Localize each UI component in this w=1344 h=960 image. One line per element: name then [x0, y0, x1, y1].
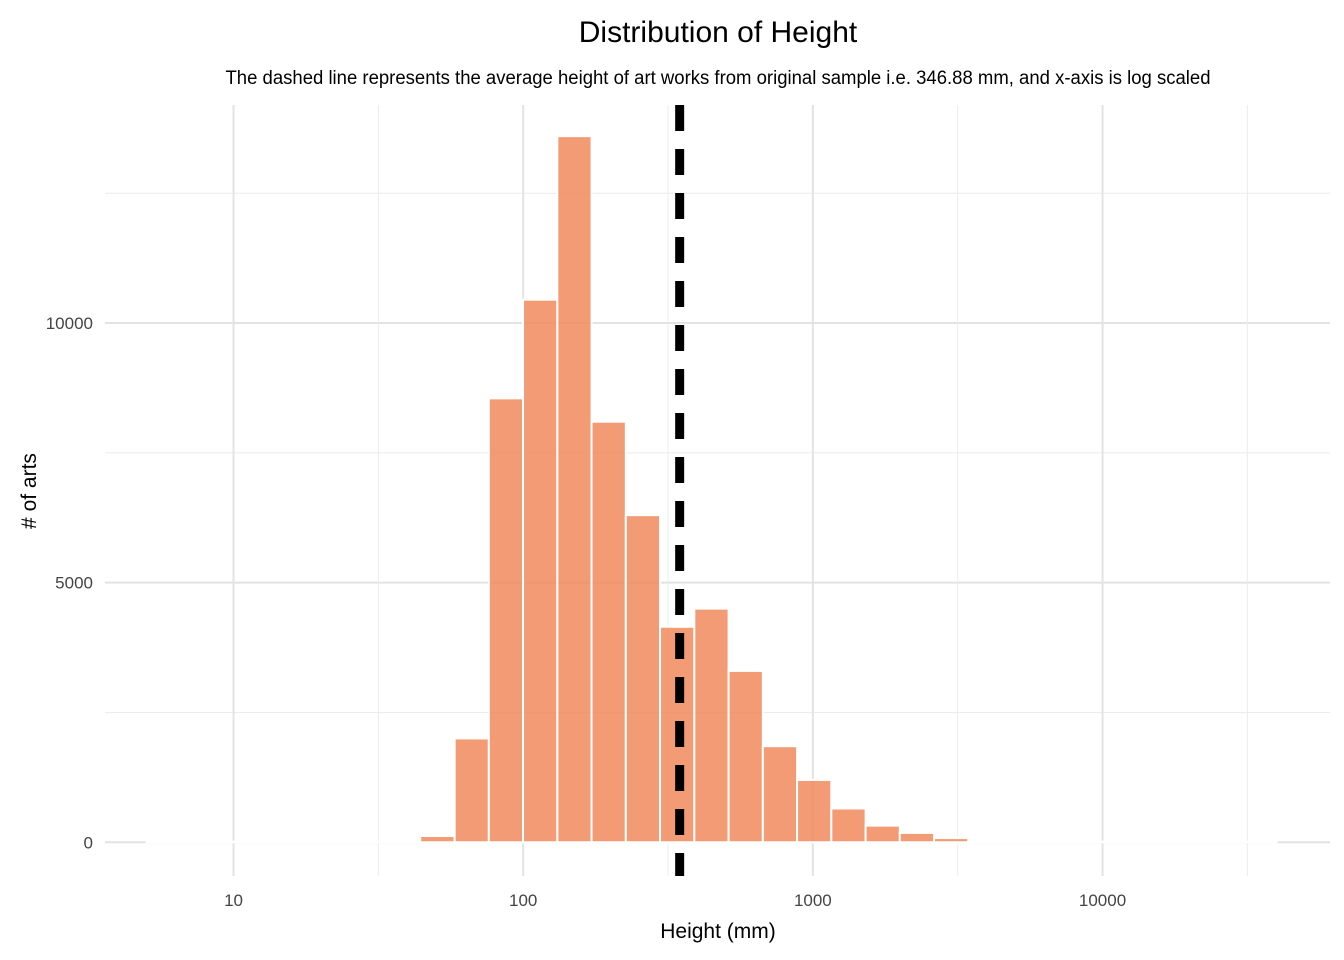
y-tick-label: 0: [84, 833, 93, 852]
histogram-bar: [213, 840, 250, 844]
histogram-bar: [1207, 840, 1244, 844]
histogram-bar: [350, 840, 387, 844]
histogram-bar: [282, 840, 319, 844]
x-tick-label: 10000: [1079, 891, 1126, 910]
x-axis-title: Height (mm): [660, 920, 776, 943]
histogram-bar: [590, 420, 627, 844]
histogram-bar: [967, 839, 1004, 844]
x-tick-labels: 10 100 1000 10000: [224, 891, 1126, 910]
histogram-bar: [556, 135, 593, 844]
chart-subtitle: The dashed line represents the average h…: [226, 68, 1211, 89]
grid-lines: [105, 105, 1330, 876]
histogram-bars: [145, 135, 1278, 844]
histogram-bar: [1070, 840, 1107, 844]
histogram-bar: [1104, 840, 1141, 844]
y-tick-labels: 0 5000 10000: [46, 314, 93, 852]
histogram-bar: [693, 607, 730, 844]
histogram-bar: [864, 824, 901, 844]
histogram-bar: [419, 835, 456, 844]
x-tick-label: 10: [224, 891, 243, 910]
histogram-bar: [1172, 840, 1210, 844]
histogram-bar: [1138, 840, 1175, 844]
histogram-bar: [487, 397, 525, 844]
histogram-bar: [1035, 840, 1073, 844]
chart-title: Distribution of Height: [579, 16, 858, 49]
histogram-bar: [384, 840, 422, 844]
histogram-bar: [1001, 840, 1038, 844]
histogram-bar: [761, 745, 799, 844]
histogram-bar: [247, 840, 285, 844]
histogram-bar: [898, 831, 936, 844]
histogram-bar: [179, 840, 216, 844]
histogram-bar: [796, 778, 833, 844]
x-tick-label: 100: [509, 891, 537, 910]
histogram-bar: [453, 737, 490, 844]
histogram-bar: [727, 669, 764, 844]
y-axis-title: # of arts: [18, 453, 41, 529]
y-tick-label: 5000: [55, 574, 93, 593]
histogram-bar: [1241, 840, 1278, 844]
histogram-bar: [624, 514, 662, 844]
histogram-bar: [830, 807, 867, 844]
histogram-bar: [316, 840, 353, 844]
histogram-bar: [522, 298, 559, 844]
y-tick-label: 10000: [46, 314, 93, 333]
x-tick-label: 1000: [794, 891, 832, 910]
histogram-bar: [933, 837, 970, 844]
histogram-bar: [145, 840, 182, 844]
